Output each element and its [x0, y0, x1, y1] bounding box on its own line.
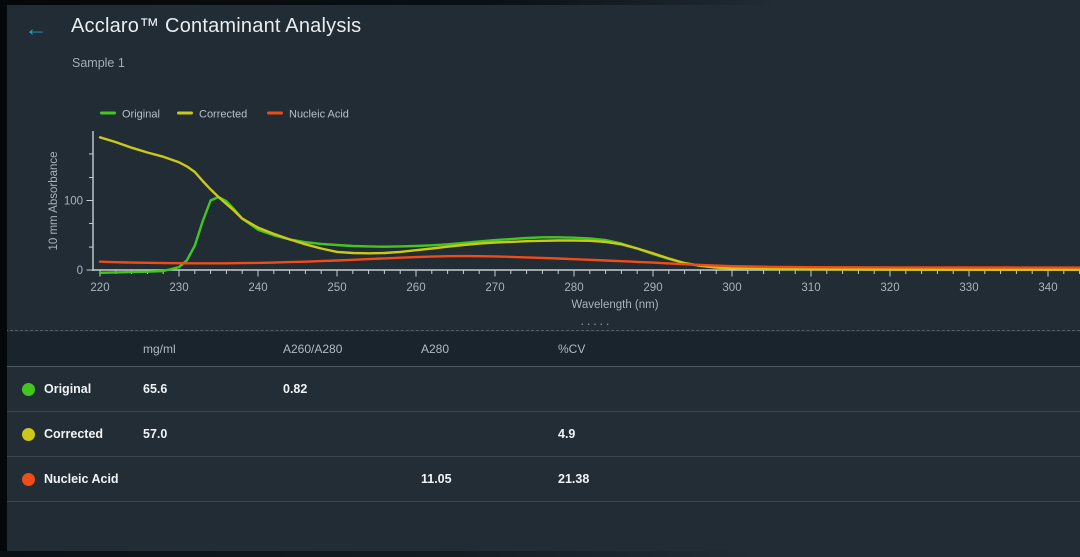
value-cv: 21.38 — [558, 472, 590, 486]
legend-swatch-corrected — [177, 111, 193, 115]
sample-name-label: Sample 1 — [72, 56, 125, 70]
row-label: Corrected — [44, 427, 104, 441]
row-label: Nucleic Acid — [44, 472, 119, 486]
legend-label: Original — [122, 109, 160, 121]
series-dot-corrected — [22, 427, 35, 441]
table-row-corrected: Corrected 57.0 4.9 — [0, 412, 1080, 457]
value-mg-ml: 65.6 — [143, 382, 168, 396]
series-dot-nucleic-acid — [22, 472, 35, 486]
chart-legend: Original Corrected Nucleic Acid — [100, 109, 349, 121]
drag-handle-icon[interactable]: ····· — [580, 316, 612, 331]
chart-axes — [86, 131, 1080, 277]
absorbance-spectra-chart: Original Corrected Nucleic Acid 220 230 240 25… — [0, 95, 1080, 320]
window-edge-bottom — [0, 551, 1080, 557]
x-tick-label: 280 — [564, 282, 583, 294]
x-tick-label: 310 — [801, 282, 820, 294]
x-tick-label: 300 — [722, 282, 741, 294]
x-tick-label: 290 — [643, 282, 662, 294]
results-table: mg/ml A260/A280 A280 %CV Original 65.6 0… — [0, 332, 1080, 502]
x-tick-label: 330 — [959, 282, 978, 294]
window-edge-top — [0, 0, 1080, 5]
x-tick-label: 270 — [485, 282, 504, 294]
table-row-nucleic-acid: Nucleic Acid 11.05 21.38 — [0, 457, 1080, 502]
value-a260-a280: 0.82 — [283, 382, 308, 396]
x-tick-label: 320 — [880, 282, 899, 294]
y-tick-label: 0 — [77, 265, 83, 277]
y-axis-label: 10 mm Absorbance — [48, 151, 60, 250]
column-header-cv: %CV — [558, 342, 586, 356]
chart-table-divider: ····· — [0, 316, 1080, 331]
x-tick-label: 230 — [169, 282, 188, 294]
results-table-header: mg/ml A260/A280 A280 %CV — [0, 332, 1080, 367]
page-title: Acclaro™ Contaminant Analysis — [71, 15, 362, 37]
back-button[interactable]: ← — [22, 14, 50, 42]
spectra-chart-svg: Original Corrected Nucleic Acid 220 230 240 25… — [48, 109, 1080, 311]
table-row-original: Original 65.6 0.82 — [0, 367, 1080, 412]
series-curve-original — [98, 195, 1080, 274]
window-edge-left — [0, 0, 7, 557]
value-mg-ml: 57.0 — [143, 427, 168, 441]
value-a280: 11.05 — [421, 472, 452, 486]
value-cv: 4.9 — [558, 427, 576, 441]
column-header-mg-ml: mg/ml — [143, 342, 176, 356]
x-tick-label: 220 — [90, 282, 109, 294]
column-header-a260-a280: A260/A280 — [283, 342, 343, 356]
legend-swatch-nucleic-acid — [267, 111, 283, 115]
series-curve-nucleic-acid — [98, 254, 1080, 269]
x-tick-label: 260 — [406, 282, 425, 294]
legend-label: Nucleic Acid — [289, 109, 349, 121]
x-tick-label: 340 — [1038, 282, 1057, 294]
back-arrow-icon: ← — [24, 15, 48, 41]
x-tick-label: 240 — [248, 282, 267, 294]
series-curve-corrected — [98, 136, 1080, 271]
legend-swatch-original — [100, 111, 116, 115]
x-tick-label: 250 — [327, 282, 346, 294]
y-tick-label: 100 — [64, 196, 83, 208]
row-label: Original — [44, 382, 92, 396]
legend-label: Corrected — [199, 109, 247, 121]
column-header-a280: A280 — [421, 342, 450, 356]
x-axis-label: Wavelength (nm) — [571, 299, 658, 311]
series-dot-original — [22, 382, 35, 396]
